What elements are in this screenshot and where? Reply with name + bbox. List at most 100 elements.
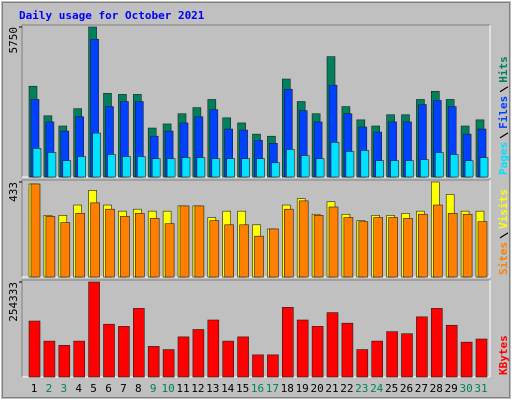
bar (296, 319, 309, 378)
bar (375, 160, 385, 178)
bar (373, 217, 384, 278)
bar (358, 221, 369, 278)
x-tick-label: 4 (75, 382, 82, 395)
bar (252, 354, 264, 378)
bar (256, 158, 265, 178)
x-tick-label: 31 (474, 382, 487, 395)
x-tick-label: 24 (370, 382, 384, 395)
bar (177, 336, 190, 378)
bar (475, 338, 488, 378)
bar (103, 323, 115, 378)
x-tick-label: 5 (90, 382, 97, 395)
x-tick-label: 16 (251, 382, 264, 395)
x-tick-label: 28 (430, 382, 443, 395)
bar (271, 162, 280, 178)
bar (343, 217, 354, 278)
x-tick-label: 15 (236, 382, 249, 395)
x-tick-label: 13 (206, 382, 219, 395)
legend-label: KBytes (497, 335, 510, 375)
x-tick-label: 21 (325, 382, 338, 395)
x-tick-label: 30 (459, 382, 472, 395)
bar (300, 155, 310, 178)
bar (196, 157, 206, 178)
bar (209, 220, 220, 278)
bar (45, 216, 56, 278)
bar (405, 160, 414, 178)
bar (105, 208, 115, 278)
bar (122, 156, 131, 178)
bar (341, 322, 354, 378)
bar (462, 213, 473, 278)
bar (328, 206, 339, 278)
legend-separator (499, 86, 509, 93)
bar (345, 151, 355, 178)
bar (90, 202, 100, 278)
bar (285, 149, 295, 178)
bar (30, 183, 41, 278)
bar (107, 154, 116, 178)
bar (239, 224, 249, 278)
bar (62, 160, 72, 178)
x-tick-label: 14 (221, 382, 235, 395)
legend-label: Visits (497, 189, 510, 229)
bar (118, 326, 130, 378)
x-tick-label: 7 (120, 382, 127, 395)
bar (149, 218, 160, 278)
y-tick-label: 433 (7, 182, 20, 202)
x-tick-label: 9 (150, 382, 157, 395)
legend-label: Files (497, 96, 510, 129)
bar (330, 142, 340, 178)
bar (430, 308, 443, 378)
x-tick-label: 18 (281, 382, 294, 395)
bar (313, 215, 324, 278)
bar (326, 312, 339, 378)
bar (28, 320, 41, 378)
bar (147, 346, 160, 378)
bar (460, 341, 473, 378)
bar (135, 213, 145, 278)
bar (92, 132, 101, 178)
x-tick-label: 25 (385, 382, 398, 395)
bar (477, 221, 488, 278)
legend-separator (499, 232, 509, 239)
bar (137, 156, 146, 178)
bar (32, 148, 42, 178)
bar (192, 329, 205, 378)
legend-separator (499, 132, 509, 139)
x-tick-label: 20 (310, 382, 323, 395)
bar (88, 281, 100, 378)
bar (401, 333, 413, 378)
x-tick-label: 19 (296, 382, 309, 395)
bar (164, 223, 175, 278)
bar (241, 158, 250, 178)
y-tick-label: 254333 (7, 282, 20, 322)
bar (75, 213, 85, 278)
bar (298, 200, 309, 278)
bar (371, 340, 384, 378)
x-tick-label: 27 (415, 382, 428, 395)
bar (283, 208, 294, 278)
bar (315, 158, 325, 178)
bar (73, 340, 85, 378)
x-tick-label: 22 (340, 382, 353, 395)
bar (58, 345, 71, 378)
legend-label: Sites (497, 242, 510, 275)
bar (432, 204, 443, 278)
y-tick-label: 5750 (7, 27, 20, 54)
bar (418, 213, 428, 278)
x-tick-label: 10 (161, 382, 174, 395)
bar (222, 340, 234, 378)
bar (420, 159, 429, 178)
bar (60, 222, 71, 278)
chart-title: Daily usage for October 2021 (19, 9, 205, 22)
bar (281, 307, 294, 378)
bar (447, 213, 458, 278)
x-tick-label: 23 (355, 382, 368, 395)
x-tick-label: 29 (445, 382, 458, 395)
bar (416, 316, 428, 378)
bar (194, 205, 205, 278)
x-tick-label: 1 (31, 382, 38, 395)
bar (224, 224, 234, 278)
bar (179, 205, 190, 278)
